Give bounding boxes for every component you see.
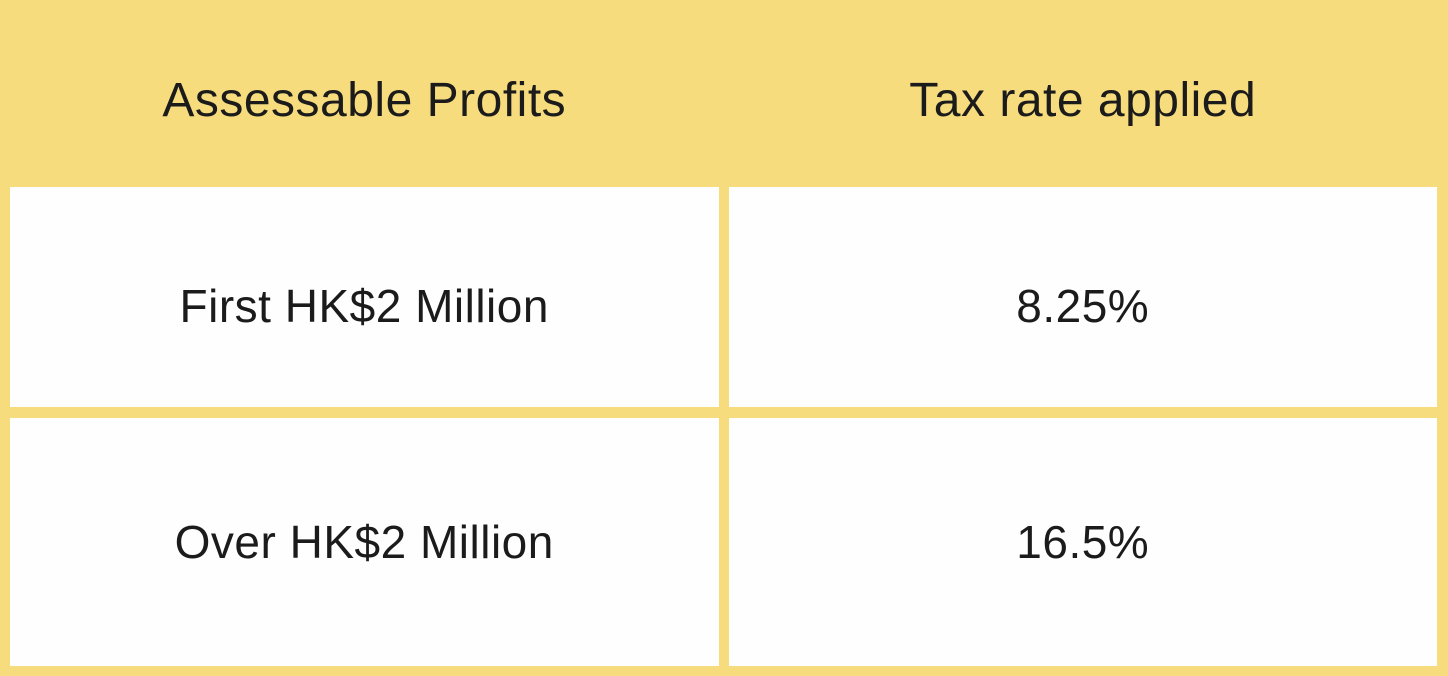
table-row: Over HK$2 Million 16.5% [0,418,1448,666]
row-divider [0,407,1448,418]
row1-profits-text: First HK$2 Million [179,280,549,332]
table-row: First HK$2 Million 8.25% [0,187,1448,407]
row1-rate-text: 8.25% [1016,280,1150,332]
bottom-frame [0,666,1448,676]
cell-row2-profits: Over HK$2 Million [10,418,719,666]
cell-row1-profits: First HK$2 Million [10,187,719,407]
cell-row1-rate: 8.25% [728,187,1437,407]
header-label-tax-rate-applied: Tax rate applied [909,74,1257,127]
row2-profits-text: Over HK$2 Million [174,516,554,568]
row2-rate-text: 16.5% [1016,516,1150,568]
cell-row2-rate: 16.5% [728,418,1437,666]
header-cell-assessable-profits: Assessable Profits [10,0,719,187]
header-label-assessable-profits: Assessable Profits [162,74,567,127]
header-cell-tax-rate-applied: Tax rate applied [729,0,1438,187]
table-header-row: Assessable Profits Tax rate applied [0,0,1448,187]
